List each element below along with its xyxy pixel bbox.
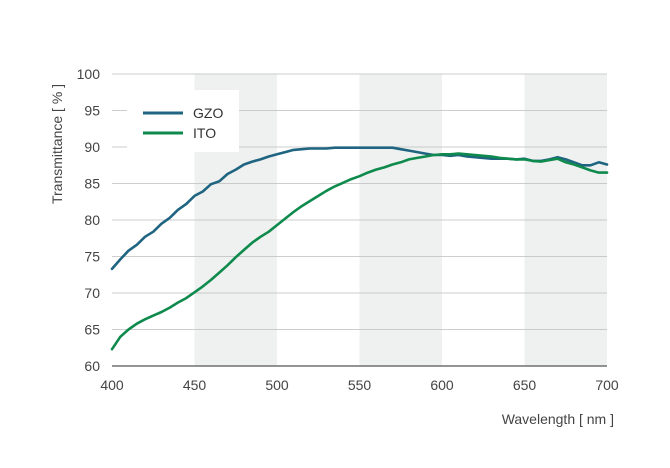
y-tick-90: 90 xyxy=(84,139,100,155)
y-tick-100: 100 xyxy=(77,66,101,82)
y-tick-80: 80 xyxy=(84,212,100,228)
x-axis-label: Wavelength [ nm ] xyxy=(502,411,614,427)
y-tick-65: 65 xyxy=(84,322,100,338)
x-tick-700: 700 xyxy=(595,377,619,393)
legend-label-ito: ITO xyxy=(193,125,216,141)
y-axis-label: Transmittance [ % ] xyxy=(49,84,65,204)
y-tick-70: 70 xyxy=(84,285,100,301)
y-tick-labels: 60 65 70 75 80 85 90 95 100 xyxy=(77,66,101,374)
x-tick-400: 400 xyxy=(100,377,124,393)
legend: GZO ITO xyxy=(127,90,239,152)
y-tick-60: 60 xyxy=(84,358,100,374)
series-line-ito xyxy=(110,152,609,351)
x-tick-650: 650 xyxy=(513,377,537,393)
x-tick-labels: 400 450 500 550 600 650 700 xyxy=(100,377,619,393)
x-tick-450: 450 xyxy=(183,377,207,393)
series-lines xyxy=(110,146,609,351)
legend-box xyxy=(127,90,239,152)
x-tick-550: 550 xyxy=(348,377,372,393)
y-tick-95: 95 xyxy=(84,103,100,119)
y-tick-75: 75 xyxy=(84,249,100,265)
legend-label-gzo: GZO xyxy=(193,105,223,121)
y-tick-85: 85 xyxy=(84,176,100,192)
x-tick-500: 500 xyxy=(265,377,289,393)
x-tick-600: 600 xyxy=(430,377,454,393)
